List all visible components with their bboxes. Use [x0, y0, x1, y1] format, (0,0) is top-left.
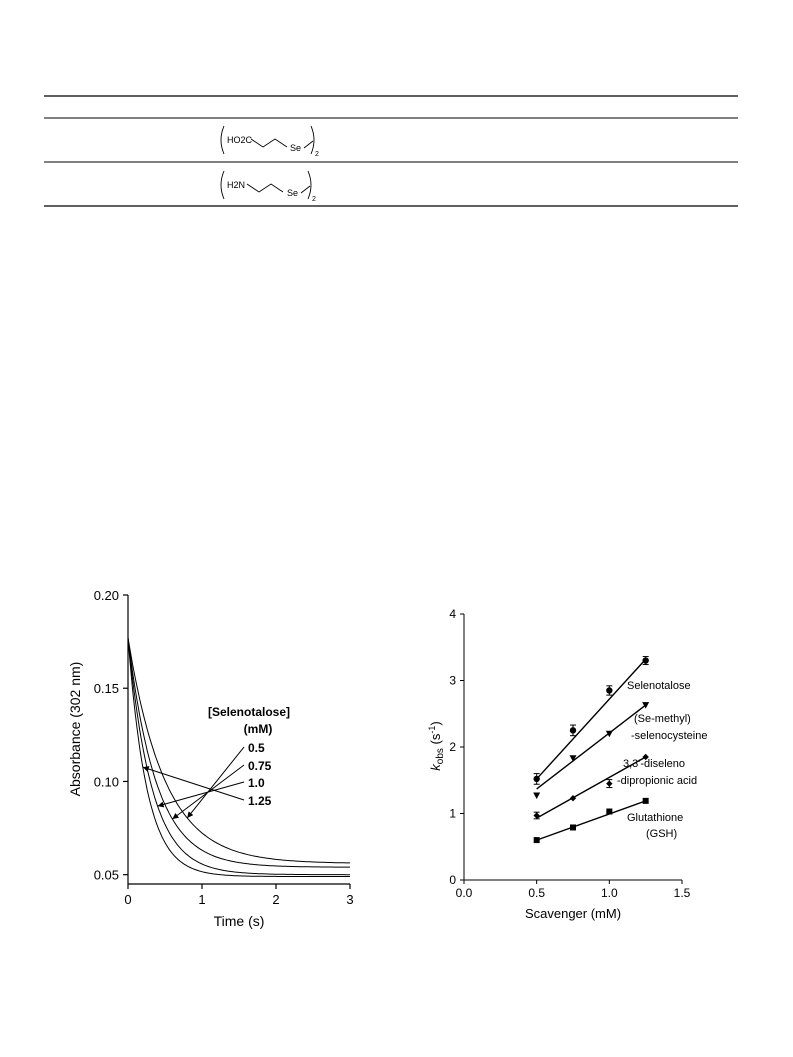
- data-point-triangle: [569, 755, 577, 762]
- right-y-tick-label: 1: [449, 807, 456, 821]
- structure-selenocystamine: H2N Se 2: [220, 170, 316, 203]
- ylabel-unit-close: ): [428, 721, 443, 725]
- structure-group-2: H2N: [227, 180, 245, 190]
- left-x-axis-label: Time (s): [214, 913, 265, 929]
- data-point-square: [570, 824, 576, 831]
- legend-arrow-head: [187, 811, 194, 818]
- right-y-tick-label: 0: [449, 873, 456, 887]
- data-point-circle: [569, 727, 577, 734]
- right-y-axis-label: kobs (s-1): [427, 721, 446, 770]
- legend-unit: (mM): [244, 722, 273, 736]
- paren-left-1: [220, 125, 225, 155]
- structure-atom-2: Se: [287, 188, 298, 198]
- compound-table-svg: HO2C Se 2 H2N Se 2: [44, 95, 738, 207]
- data-point-diamond: [533, 812, 540, 819]
- left-y-axis-label: Absorbance (302 nm): [67, 662, 83, 797]
- decay-curve-line: [127, 637, 350, 868]
- left-x-tick-label: 0: [124, 892, 131, 907]
- paren-right-2: [307, 170, 312, 200]
- right-y-tick-label: 4: [449, 607, 456, 621]
- ylabel-sub: obs: [435, 748, 446, 764]
- left-x-tick-label: 1: [198, 892, 205, 907]
- series-label: (Se-methyl): [634, 713, 691, 725]
- right-x-tick-label: 1.0: [601, 886, 618, 900]
- compound-table: HO2C Se 2 H2N Se 2: [0, 0, 793, 230]
- legend-arrow-line: [157, 781, 245, 807]
- legend-title: [Selenotalose]: [208, 705, 290, 719]
- left-x-tick-label: 2: [272, 892, 279, 907]
- decay-curve-line: [127, 637, 350, 877]
- fit-line: [536, 800, 646, 841]
- right-x-axis-label: Scavenger (mM): [525, 906, 621, 921]
- decay-curve-line: [127, 637, 350, 876]
- left-y-tick-label: 0.05: [94, 868, 119, 883]
- fit-line: [536, 756, 647, 819]
- bond-se-2: [300, 185, 311, 194]
- right-x-tick-label: 0.5: [528, 886, 545, 900]
- data-point-triangle: [533, 792, 541, 800]
- legend-series-label: 0.75: [248, 759, 272, 773]
- kobs-chart: kobs (s-1) Scavenger (mM) 0.0 0.5 1.0 1.5 0 1…: [427, 607, 707, 921]
- left-y-tick-label: 0.10: [94, 774, 119, 789]
- data-point-triangle: [642, 702, 650, 709]
- subscript-2: 2: [312, 196, 316, 203]
- left-y-tick-label: 0.15: [94, 681, 119, 696]
- figure-svg: Absorbance (302 nm) Time (s) [Selenotalo…: [67, 588, 707, 929]
- paren-left-2: [220, 170, 225, 200]
- data-point-square: [642, 797, 649, 804]
- right-y-tick-label: 2: [449, 740, 456, 754]
- right-x-tick-label: 1.5: [674, 886, 691, 900]
- subscript-1: 2: [315, 151, 319, 158]
- right-x-tick-label: 0.0: [456, 886, 473, 900]
- bond-se-1: [303, 140, 314, 149]
- series-label: 3,3'-diseleno: [623, 758, 685, 770]
- data-point-diamond: [606, 780, 613, 787]
- data-point-circle: [606, 687, 613, 694]
- series-label: -dipropionic acid: [617, 775, 697, 787]
- data-point-triangle: [605, 730, 613, 738]
- fit-line: [536, 658, 647, 780]
- series-label: Selenotalose: [627, 680, 691, 692]
- decay-curve-line: [127, 637, 350, 864]
- series-label: -selenocysteine: [631, 730, 707, 742]
- legend-series-label: 1.0: [248, 776, 265, 790]
- legend-series-label: 0.5: [248, 741, 265, 755]
- legend-series-label: 1.25: [248, 794, 272, 808]
- absorbance-chart: Absorbance (302 nm) Time (s) [Selenotalo…: [67, 588, 354, 929]
- legend-arrow-head: [142, 766, 150, 772]
- data-point-circle: [642, 657, 649, 664]
- bond-chain-1: [250, 138, 288, 148]
- right-y-tick-label: 3: [449, 674, 456, 688]
- figure-panels: Absorbance (302 nm) Time (s) [Selenotalo…: [0, 560, 793, 980]
- data-point-circle: [533, 775, 540, 783]
- data-point-square: [606, 808, 613, 815]
- ylabel-unit-sup: -1: [427, 726, 437, 734]
- legend-arrow-head: [157, 801, 165, 808]
- ylabel-k: k: [428, 763, 443, 771]
- series-label: (GSH): [646, 828, 677, 840]
- legend-arrow-head: [172, 813, 179, 820]
- ylabel-unit-open: (s: [428, 733, 443, 748]
- structure-diselenodipropionic-acid: HO2C Se 2: [220, 125, 319, 158]
- paren-right-1: [310, 125, 315, 155]
- bond-chain-2: [246, 183, 284, 193]
- left-x-tick-label: 3: [346, 892, 353, 907]
- fit-line: [536, 704, 647, 790]
- structure-group-1: HO2C: [227, 135, 253, 145]
- data-point-square: [533, 837, 540, 844]
- structure-atom-1: Se: [290, 143, 301, 153]
- legend-arrow-line: [186, 746, 245, 819]
- series-label: Glutathione: [627, 812, 683, 824]
- left-y-tick-label: 0.20: [94, 588, 119, 603]
- legend-arrow-line: [142, 766, 245, 801]
